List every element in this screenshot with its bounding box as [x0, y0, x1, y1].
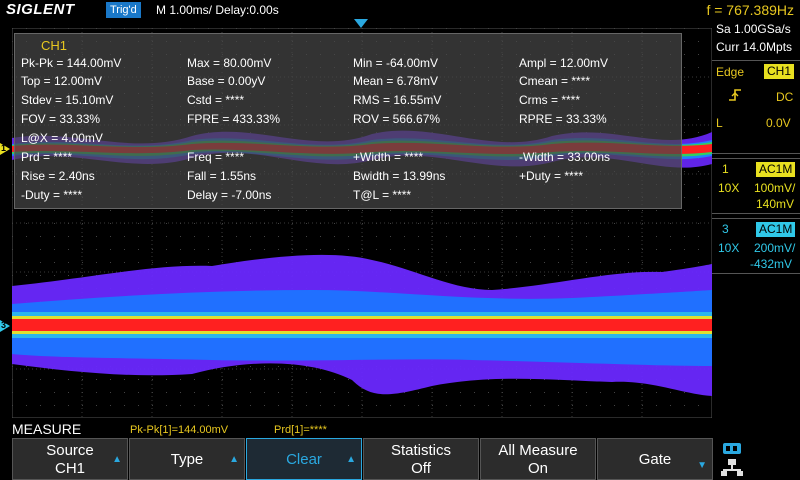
measure-pduty: +Duty = ****	[519, 169, 584, 183]
trigger-level-value: 0.0V	[766, 116, 791, 130]
trigger-source-badge: CH1	[764, 64, 795, 79]
ch1-info-box[interactable]: 1 AC1M 10X 100mV/ 140mV	[712, 158, 800, 214]
measure-rms: RMS = 16.55mV	[353, 93, 442, 107]
network-icon[interactable]	[721, 459, 743, 476]
statistic-prd: Prd[1]=****	[274, 424, 327, 436]
clear-softkey[interactable]: Clear ▲	[246, 438, 362, 480]
measure-cstd: Cstd = ****	[187, 93, 245, 107]
measure-base: Base = 0.00yV	[187, 74, 266, 88]
ch3-number: 3	[722, 222, 729, 236]
measurement-panel: CH1 Pk-Pk = 144.00mV Max = 80.00mV Min =…	[14, 33, 682, 209]
ch3-info-box[interactable]: 3 AC1M 10X 200mV/ -432mV	[712, 218, 800, 274]
menu-title: MEASURE	[12, 421, 82, 437]
timebase-readout[interactable]: M 1.00ms/ Delay:0.00s	[156, 3, 279, 17]
all-measure-softkey[interactable]: All Measure On	[480, 438, 596, 480]
frequency-counter: f = 767.389Hz	[706, 2, 794, 18]
measure-cmean: Cmean = ****	[519, 74, 591, 88]
measure-rov: ROV = 566.67%	[353, 112, 441, 126]
trigger-level-label: L	[716, 116, 723, 130]
arrow-down-icon: ▼	[697, 460, 707, 471]
measure-top: Top = 12.00mV	[21, 74, 103, 88]
ch1-probe: 10X	[718, 181, 740, 195]
source-softkey[interactable]: Source CH1 ▲	[12, 438, 128, 480]
statistic-pkpk: Pk-Pk[1]=144.00mV	[130, 424, 229, 436]
status-bar: SIGLENT Trig'd M 1.00ms/ Delay:0.00s f =…	[0, 0, 800, 20]
right-info-panel: Sa 1.00GSa/s Curr 14.0Mpts Edge CH1 DC L…	[712, 20, 800, 420]
trigger-info-box[interactable]: Edge CH1 DC L 0.0V	[712, 60, 800, 154]
ch3-scale: 200mV/	[754, 241, 796, 255]
ch1-offset-marker-icon[interactable]: 1	[0, 143, 10, 155]
measure-fall: Fall = 1.55ns	[187, 169, 257, 183]
measure-pkpk: Pk-Pk = 144.00mV	[21, 56, 122, 70]
brand-logo: SIGLENT	[6, 1, 75, 18]
measure-fov: FOV = 33.33%	[21, 112, 101, 126]
trigger-status-badge: Trig'd	[106, 2, 141, 18]
softkey-bar: Source CH1 ▲ Type ▲ Clear ▲ Statistics O…	[12, 438, 713, 480]
trigger-type: Edge	[716, 65, 745, 79]
ch1-coupling-badge: AC1M	[756, 162, 796, 177]
ch1-offset: 140mV	[756, 197, 795, 211]
measure-tl: T@L = ****	[353, 188, 412, 202]
trigger-position-marker-icon[interactable]	[354, 19, 368, 28]
measure-delay: Delay = -7.00ns	[187, 188, 272, 202]
ch3-offset: -432mV	[750, 257, 793, 271]
measure-fpre: FPRE = 433.33%	[187, 112, 281, 126]
measure-lx: L@X = 4.00mV	[21, 131, 103, 145]
measure-nwidth: -Width = 33.00ns	[519, 150, 611, 164]
system-icons	[716, 440, 800, 480]
memory-depth: Curr 14.0Mpts	[716, 40, 793, 54]
ch3-trace	[12, 254, 712, 396]
measure-mean: Mean = 6.78mV	[353, 74, 439, 88]
ch3-probe: 10X	[718, 241, 740, 255]
measurement-channel-label: CH1	[41, 38, 68, 53]
ch1-scale: 100mV/	[754, 181, 796, 195]
rising-edge-icon	[728, 88, 742, 105]
measure-bwidth: Bwidth = 13.99ns	[353, 169, 446, 183]
statistics-softkey[interactable]: Statistics Off	[363, 438, 479, 480]
measure-ampl: Ampl = 12.00mV	[519, 56, 609, 70]
measure-pwidth: +Width = ****	[353, 150, 424, 164]
measure-min: Min = -64.00mV	[353, 56, 439, 70]
measure-max: Max = 80.00mV	[187, 56, 272, 70]
measure-nduty: -Duty = ****	[21, 188, 83, 202]
arrow-up-icon: ▲	[229, 454, 239, 465]
sample-rate: Sa 1.00GSa/s	[716, 22, 791, 36]
ch1-number: 1	[722, 162, 729, 176]
measure-rise: Rise = 2.40ns	[21, 169, 95, 183]
measure-prd: Prd = ****	[21, 150, 73, 164]
measure-freq: Freq = ****	[187, 150, 245, 164]
trigger-coupling: DC	[776, 90, 794, 104]
usb-icon[interactable]	[723, 443, 741, 454]
arrow-up-icon: ▲	[346, 454, 356, 465]
measure-crms: Crms = ****	[519, 93, 581, 107]
type-softkey[interactable]: Type ▲	[129, 438, 245, 480]
ch3-offset-marker-icon[interactable]: 3	[0, 320, 10, 332]
ch3-coupling-badge: AC1M	[756, 222, 796, 237]
arrow-up-icon: ▲	[112, 454, 122, 465]
measure-rpre: RPRE = 33.33%	[519, 112, 607, 126]
gate-softkey[interactable]: Gate ▼	[597, 438, 713, 480]
measure-stdev: Stdev = 15.10mV	[21, 93, 114, 107]
